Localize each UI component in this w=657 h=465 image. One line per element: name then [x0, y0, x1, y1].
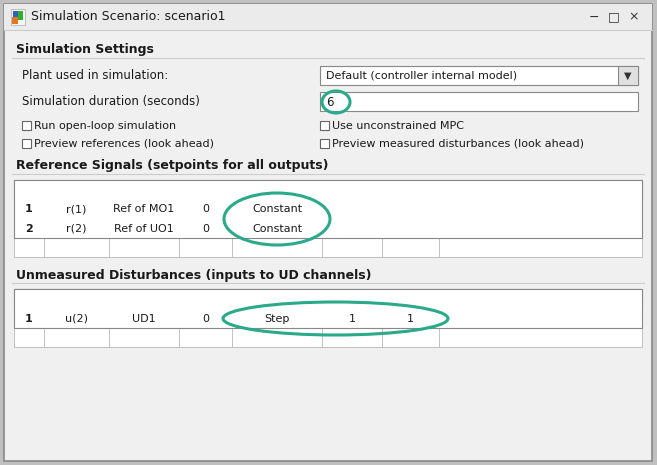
Text: □: □ [608, 11, 620, 24]
Text: 1: 1 [25, 205, 33, 214]
Bar [13, 11, 18, 17]
Text: Signal: Signal [258, 185, 296, 195]
Text: u(2): u(2) [65, 313, 88, 324]
Text: Time: Time [396, 294, 426, 304]
Bar [14, 328, 642, 347]
Bar [18, 11, 23, 20]
Bar [14, 219, 642, 238]
Text: Name: Name [126, 294, 162, 304]
Text: Size: Size [339, 185, 365, 195]
Text: Period: Period [520, 185, 560, 195]
Bar [14, 180, 642, 200]
Text: Constant: Constant [252, 224, 302, 233]
Text: Channel: Channel [51, 294, 102, 304]
Text: r(1): r(1) [66, 205, 87, 214]
Bar [320, 66, 638, 86]
Bar [232, 309, 322, 328]
Bar [14, 289, 642, 328]
Text: ▼: ▼ [624, 71, 632, 81]
Text: 1: 1 [25, 313, 33, 324]
Text: 1: 1 [407, 313, 414, 324]
Bar [22, 121, 31, 131]
Text: Use unconstrained MPC: Use unconstrained MPC [332, 121, 464, 131]
Text: Signal: Signal [258, 294, 296, 304]
Text: ×: × [629, 11, 639, 24]
Text: 1: 1 [348, 313, 355, 324]
Text: Constant: Constant [252, 205, 302, 214]
Bar [14, 289, 642, 309]
Text: −: − [589, 11, 599, 24]
Text: 6: 6 [326, 95, 334, 108]
Text: Name: Name [126, 185, 162, 195]
Text: Run open-loop simulation: Run open-loop simulation [34, 121, 176, 131]
Text: 0: 0 [202, 205, 209, 214]
Text: Simulation Scenario: scenario1: Simulation Scenario: scenario1 [31, 11, 225, 24]
Text: Preview measured disturbances (look ahead): Preview measured disturbances (look ahea… [332, 139, 584, 149]
Bar [14, 238, 642, 257]
Bar [320, 121, 329, 131]
Text: Simulation Settings: Simulation Settings [16, 44, 154, 57]
Text: 0: 0 [202, 224, 209, 233]
Text: Default (controller internal model): Default (controller internal model) [326, 71, 517, 81]
Text: Nominal: Nominal [180, 185, 231, 195]
Bar [320, 93, 638, 112]
Text: 0: 0 [202, 313, 209, 324]
Bar [618, 66, 638, 86]
Text: Time: Time [396, 185, 426, 195]
Bar [14, 200, 642, 219]
Bar [14, 309, 642, 328]
Text: Unmeasured Disturbances (inputs to UD channels): Unmeasured Disturbances (inputs to UD ch… [16, 268, 371, 281]
Bar [11, 9, 25, 25]
Text: 2: 2 [25, 224, 33, 233]
Text: Step: Step [264, 313, 290, 324]
Text: Size: Size [339, 294, 365, 304]
Bar [22, 140, 31, 148]
Bar [4, 349, 652, 461]
Text: Preview references (look ahead): Preview references (look ahead) [34, 139, 214, 149]
Text: Nominal: Nominal [180, 294, 231, 304]
Text: Channel: Channel [51, 185, 102, 195]
Text: Simulation duration (seconds): Simulation duration (seconds) [22, 95, 200, 108]
Bar [12, 17, 18, 24]
Text: Ref of UO1: Ref of UO1 [114, 224, 174, 233]
Bar [232, 200, 322, 219]
Text: r(2): r(2) [66, 224, 87, 233]
Text: UD1: UD1 [132, 313, 156, 324]
Bar [232, 219, 322, 238]
Text: Plant used in simulation:: Plant used in simulation: [22, 69, 168, 82]
Bar [4, 4, 652, 30]
Bar [14, 180, 642, 238]
Text: Ref of MO1: Ref of MO1 [114, 205, 175, 214]
Text: Reference Signals (setpoints for all outputs): Reference Signals (setpoints for all out… [16, 159, 328, 173]
Text: Period: Period [520, 294, 560, 304]
Bar [320, 140, 329, 148]
